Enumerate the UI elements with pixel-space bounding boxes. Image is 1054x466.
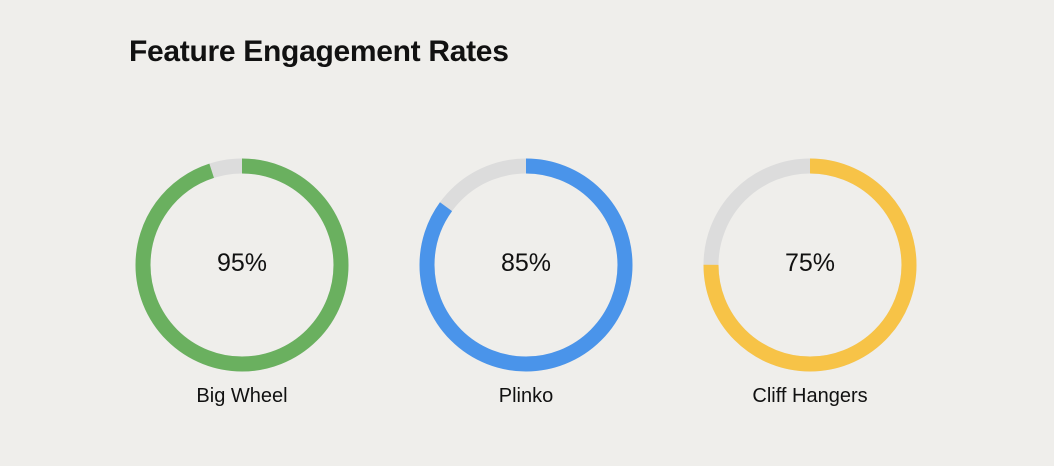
donut-category-label: Plinko <box>498 385 554 407</box>
donut-arc <box>419 158 633 372</box>
donut-category-label: Cliff Hangers <box>752 385 868 407</box>
donut-category-label: Big Wheel <box>196 385 288 407</box>
donut-arc <box>135 158 349 372</box>
donut-svg-big-wheel <box>135 158 349 372</box>
donut-plinko: 85% <box>415 154 637 376</box>
donut-big-wheel: 95% <box>131 154 353 376</box>
donut-svg-cliff-hangers <box>703 158 917 372</box>
donut-value-label: 75% <box>784 249 836 277</box>
donut-cliff-hangers: 75% <box>699 154 921 376</box>
donut-value-label: 95% <box>216 249 268 277</box>
donut-svg-plinko <box>419 158 633 372</box>
donut-arc <box>703 158 917 372</box>
chart-title: Feature Engagement Rates <box>129 35 509 68</box>
donut-value-label: 85% <box>500 249 552 277</box>
